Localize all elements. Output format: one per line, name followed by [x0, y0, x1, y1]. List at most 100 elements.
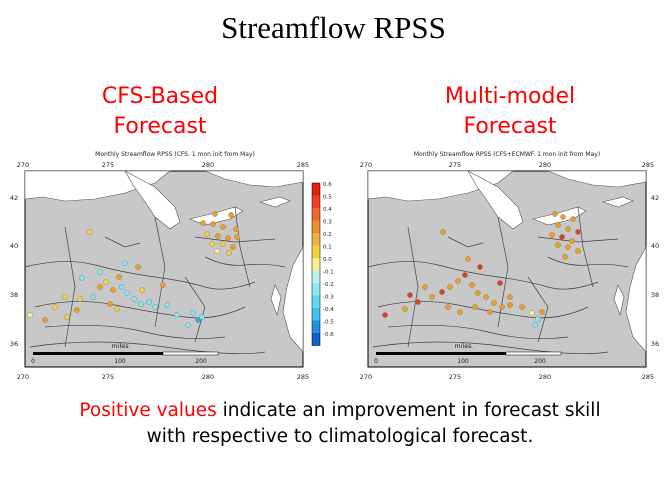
colorbar-tick: 0.0	[323, 257, 332, 263]
colorbar-tick: 0.6	[323, 182, 332, 188]
station-marker	[382, 312, 388, 318]
station-marker	[507, 302, 513, 308]
station-marker	[230, 244, 236, 250]
station-marker	[152, 304, 158, 310]
station-marker	[477, 264, 483, 270]
caption-rest: indicate an improvement in forecast skil…	[216, 400, 601, 421]
station-marker	[103, 279, 109, 285]
station-marker	[422, 284, 428, 290]
scale-label: 200	[534, 358, 546, 365]
lat-label: 40	[10, 242, 18, 250]
station-marker	[204, 231, 210, 237]
station-marker	[575, 229, 581, 235]
colorbar-swatch	[312, 308, 320, 321]
station-marker	[79, 275, 85, 281]
station-marker	[440, 229, 446, 235]
top-lon-label: 275	[449, 161, 461, 169]
caption-line2: with respective to climatological foreca…	[146, 426, 534, 447]
bottom-lon-label: 280	[539, 373, 551, 381]
station-marker	[64, 314, 70, 320]
station-marker	[87, 229, 93, 235]
colorbar-tick: -0.1	[323, 270, 334, 276]
station-marker	[552, 211, 558, 217]
station-marker	[226, 250, 232, 256]
lat-label: 36	[10, 340, 18, 348]
bottom-lon-label: 285	[642, 373, 654, 381]
colorbar-outline	[311, 182, 321, 346]
station-marker	[560, 214, 566, 220]
top-lon-label: 275	[102, 161, 114, 169]
station-marker	[52, 304, 58, 310]
scale-label: 200	[195, 358, 207, 365]
map-plot-title: Monthly Streamflow RPSS (CFS. 1 mon init…	[95, 151, 255, 158]
scale-bar: miles 0 100 200	[374, 342, 562, 365]
station-marker	[27, 312, 33, 318]
colorbar-tick: -0.2	[323, 282, 334, 288]
colorbar-swatch	[312, 258, 320, 271]
scale-label: 100	[457, 358, 469, 365]
station-marker	[415, 299, 421, 305]
station-marker	[447, 284, 453, 290]
station-marker	[233, 226, 239, 232]
colorbar-swatch	[312, 333, 320, 346]
top-lon-label: 285	[297, 161, 309, 169]
colorbar-swatch	[312, 233, 320, 246]
colorbar-swatch	[312, 245, 320, 258]
top-lon-label: 270	[17, 161, 29, 169]
station-marker	[124, 290, 130, 296]
multimodel-rpss-map: Monthly Streamflow RPSS (CFS+ECMWF. 1 mo…	[360, 151, 659, 381]
map-plot-title: Monthly Streamflow RPSS (CFS+ECMWF. 1 mo…	[414, 151, 600, 158]
colorbar: 0.6 0.5 0.4 0.3 0.2 0.1 0.0 -0.1 -0.2 -0.3 -0.4 -0.…	[311, 182, 334, 346]
colorbar-swatch	[312, 283, 320, 296]
station-marker	[97, 284, 103, 290]
station-marker	[122, 260, 128, 266]
water-bodies	[367, 170, 647, 353]
station-marker	[90, 294, 96, 300]
station-marker	[539, 309, 545, 315]
scale-unit: miles	[454, 342, 472, 350]
bottom-lon-label: 270	[360, 373, 372, 381]
station-marker	[535, 316, 541, 322]
station-marker	[138, 301, 144, 307]
station-marker	[212, 211, 218, 217]
station-marker	[565, 244, 571, 250]
colorbar-swatch	[312, 320, 320, 333]
station-marker	[164, 302, 170, 308]
station-marker	[195, 317, 201, 323]
boundaries	[24, 206, 286, 355]
station-marker	[228, 212, 234, 218]
station-marker	[455, 278, 461, 284]
colorbar-tick: -0.5	[323, 320, 334, 326]
cfs-forecast-heading: CFS-Based Forecast	[60, 82, 260, 142]
station-marker	[491, 300, 497, 306]
station-marker	[199, 314, 205, 320]
station-marker	[200, 220, 206, 226]
caption-highlight: Positive values	[79, 400, 217, 421]
station-marker	[569, 238, 575, 244]
station-marker	[62, 294, 68, 300]
station-marker	[225, 235, 231, 241]
bottom-lon-label: 275	[102, 373, 114, 381]
scale-label: 0	[374, 358, 378, 365]
colorbar-tick: -0.3	[323, 295, 334, 301]
colorbar-tick: 0.2	[323, 232, 332, 238]
top-lon-label: 280	[202, 161, 214, 169]
station-marker	[77, 296, 83, 302]
station-marker	[519, 304, 525, 310]
colorbar-tick: -0.4	[323, 307, 334, 313]
station-marker	[174, 312, 180, 318]
colorbar-swatch	[312, 220, 320, 233]
scale-label: 100	[114, 358, 126, 365]
station-marker	[555, 222, 561, 228]
lat-label: 42	[651, 194, 659, 202]
station-marker	[234, 234, 240, 240]
lat-label: 40	[651, 242, 659, 250]
scale-bar: miles 0 100 200	[31, 342, 219, 365]
station-marker	[135, 264, 141, 270]
station-marker	[146, 299, 152, 305]
lat-label: 42	[10, 194, 18, 202]
lat-label: 38	[10, 291, 18, 299]
station-marker	[74, 307, 80, 313]
colorbar-swatch	[312, 195, 320, 208]
station-marker	[210, 221, 216, 227]
